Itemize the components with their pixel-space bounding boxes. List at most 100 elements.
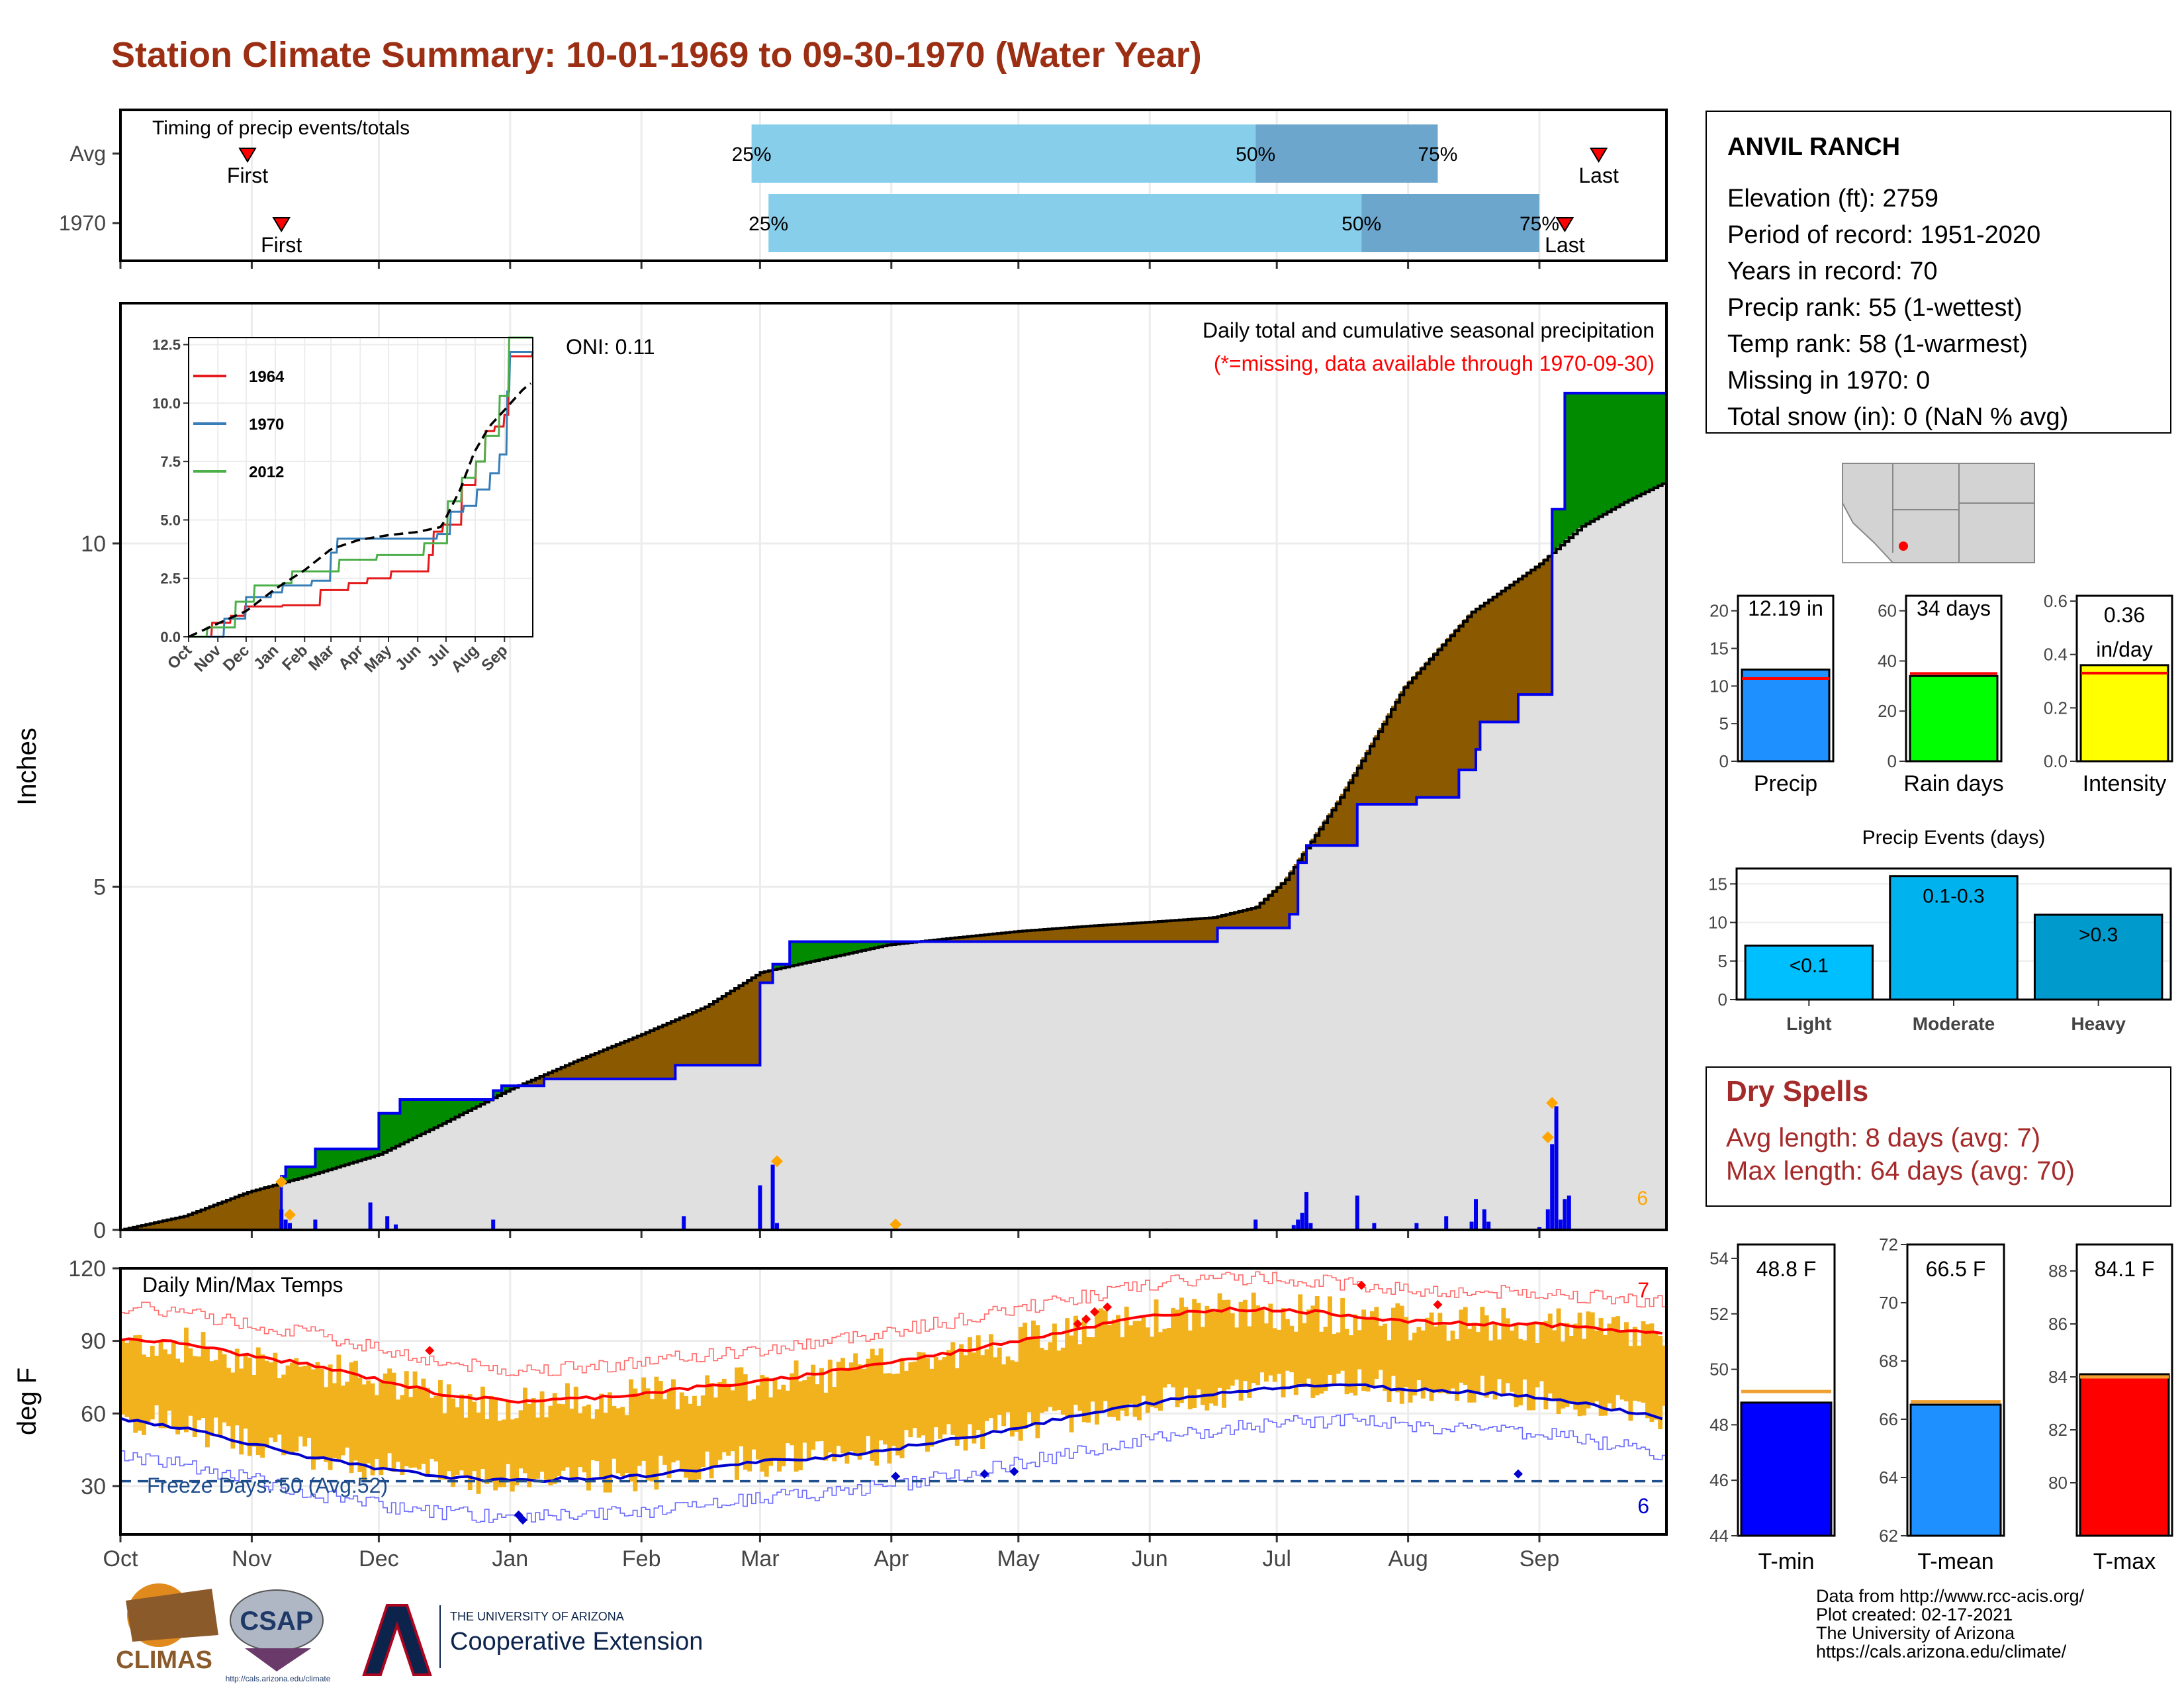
departure-fill xyxy=(302,1166,308,1177)
departure-fill xyxy=(1031,930,1036,942)
departure-fill xyxy=(866,941,871,949)
departure-fill xyxy=(1514,581,1519,722)
daily-temp-bar xyxy=(264,1360,269,1448)
departure-fill xyxy=(192,1212,197,1230)
daily-precip-bar xyxy=(313,1219,318,1230)
departure-fill xyxy=(590,1054,596,1079)
departure-fill xyxy=(968,936,972,942)
departure-fill xyxy=(1429,657,1434,798)
timing-p50-label: 50% xyxy=(1342,213,1381,235)
departure-fill xyxy=(1607,393,1612,511)
daily-temp-bar xyxy=(1522,1340,1527,1380)
departure-fill xyxy=(705,1005,710,1066)
daily-temp-bar xyxy=(1391,1307,1396,1376)
daily-temp-bar xyxy=(1615,1316,1621,1395)
departure-fill xyxy=(827,941,833,958)
departure-fill xyxy=(1264,897,1269,928)
departure-fill xyxy=(802,941,807,963)
departure-fill xyxy=(1416,671,1422,798)
departure-fill xyxy=(1234,912,1240,928)
daily-temp-bar xyxy=(1230,1313,1235,1386)
summary-ytick-label: 15 xyxy=(1709,639,1729,659)
departure-fill xyxy=(497,1090,502,1095)
daily-temp-bar xyxy=(1573,1323,1578,1410)
month-label: Jun xyxy=(1132,1546,1168,1571)
departure-fill xyxy=(836,941,841,956)
departure-fill xyxy=(502,1086,506,1093)
inset-legend-label: 1964 xyxy=(249,368,285,386)
daily-temp-bar xyxy=(984,1349,989,1421)
daily-temp-bar xyxy=(921,1352,926,1436)
summary-value-label: 0.36 xyxy=(2104,603,2145,627)
departure-fill xyxy=(790,941,795,966)
departure-fill xyxy=(1628,393,1633,500)
timing-p75-label: 75% xyxy=(1418,144,1457,165)
departure-fill xyxy=(1158,921,1163,942)
daily-temp-bar xyxy=(938,1360,943,1439)
departure-fill xyxy=(387,1113,392,1150)
credit-line: Plot created: 02-17-2021 xyxy=(1816,1605,2013,1624)
month-label: Oct xyxy=(103,1546,138,1571)
daily-temp-bar xyxy=(192,1356,197,1438)
station-info-line: Total snow (in): 0 (NaN % avg) xyxy=(1727,403,2068,431)
daily-temp-bar xyxy=(1023,1323,1028,1429)
departure-fill xyxy=(379,1113,384,1154)
departure-fill xyxy=(234,1196,240,1230)
departure-fill xyxy=(438,1099,443,1125)
daily-temp-bar xyxy=(154,1356,159,1405)
departure-fill xyxy=(641,1033,647,1079)
daily-temp-bar xyxy=(1158,1332,1163,1411)
daily-temp-bar xyxy=(1208,1309,1214,1404)
departure-fill xyxy=(506,1086,511,1091)
departure-fill xyxy=(1556,509,1561,547)
daily-temp-bar xyxy=(612,1405,617,1459)
daily-temp-bar xyxy=(510,1419,515,1492)
precip-ytick-label: 5 xyxy=(93,874,106,900)
departure-fill xyxy=(1653,393,1659,487)
departure-fill xyxy=(269,1186,273,1230)
departure-fill xyxy=(459,1099,464,1114)
departure-fill xyxy=(209,1205,214,1230)
summary-ytick-label: 0.6 xyxy=(2044,591,2068,611)
departure-fill xyxy=(756,974,760,1066)
daily-temp-bar xyxy=(142,1354,146,1435)
departure-fill xyxy=(1463,619,1468,771)
departure-fill xyxy=(1048,929,1053,942)
daily-temp-bar xyxy=(968,1337,972,1425)
departure-fill xyxy=(1103,925,1108,942)
departure-fill xyxy=(273,1184,278,1230)
daily-temp-bar xyxy=(1383,1323,1388,1391)
temp-bar-ytick-label: 80 xyxy=(2048,1473,2068,1493)
daily-precip-bar xyxy=(1559,1219,1563,1230)
daily-temp-bar xyxy=(1598,1317,1604,1416)
summary-ytick-label: 20 xyxy=(1878,701,1897,721)
daily-temp-bar xyxy=(273,1352,278,1442)
departure-fill xyxy=(383,1113,388,1152)
daily-temp-bar xyxy=(260,1354,265,1458)
daily-precip-bar xyxy=(1304,1192,1308,1230)
daily-temp-bar xyxy=(1319,1331,1324,1394)
departure-fill xyxy=(230,1197,236,1230)
departure-fill xyxy=(1014,931,1019,942)
departure-fill xyxy=(1187,919,1193,942)
departure-fill xyxy=(679,1017,684,1066)
departure-fill xyxy=(294,1166,299,1180)
departure-fill xyxy=(950,937,956,942)
daily-temp-bar xyxy=(218,1348,223,1436)
departure-fill xyxy=(1052,928,1057,942)
departure-fill xyxy=(188,1213,193,1230)
daily-temp-bar xyxy=(345,1382,350,1448)
daily-temp-bar xyxy=(696,1405,702,1479)
daily-temp-bar xyxy=(1353,1314,1358,1396)
daily-temp-bar xyxy=(590,1419,596,1460)
temp-bar-ytick-label: 64 xyxy=(1879,1468,1898,1487)
departure-fill xyxy=(586,1055,591,1079)
departure-fill xyxy=(277,1184,282,1230)
daily-temp-bar xyxy=(578,1413,583,1468)
daily-temp-bar xyxy=(324,1387,329,1462)
daily-temp-bar xyxy=(666,1390,672,1479)
departure-fill xyxy=(1023,931,1028,942)
departure-fill xyxy=(735,987,739,1066)
daily-temp-bar xyxy=(1349,1335,1353,1393)
last-event-label: Last xyxy=(1578,164,1619,187)
